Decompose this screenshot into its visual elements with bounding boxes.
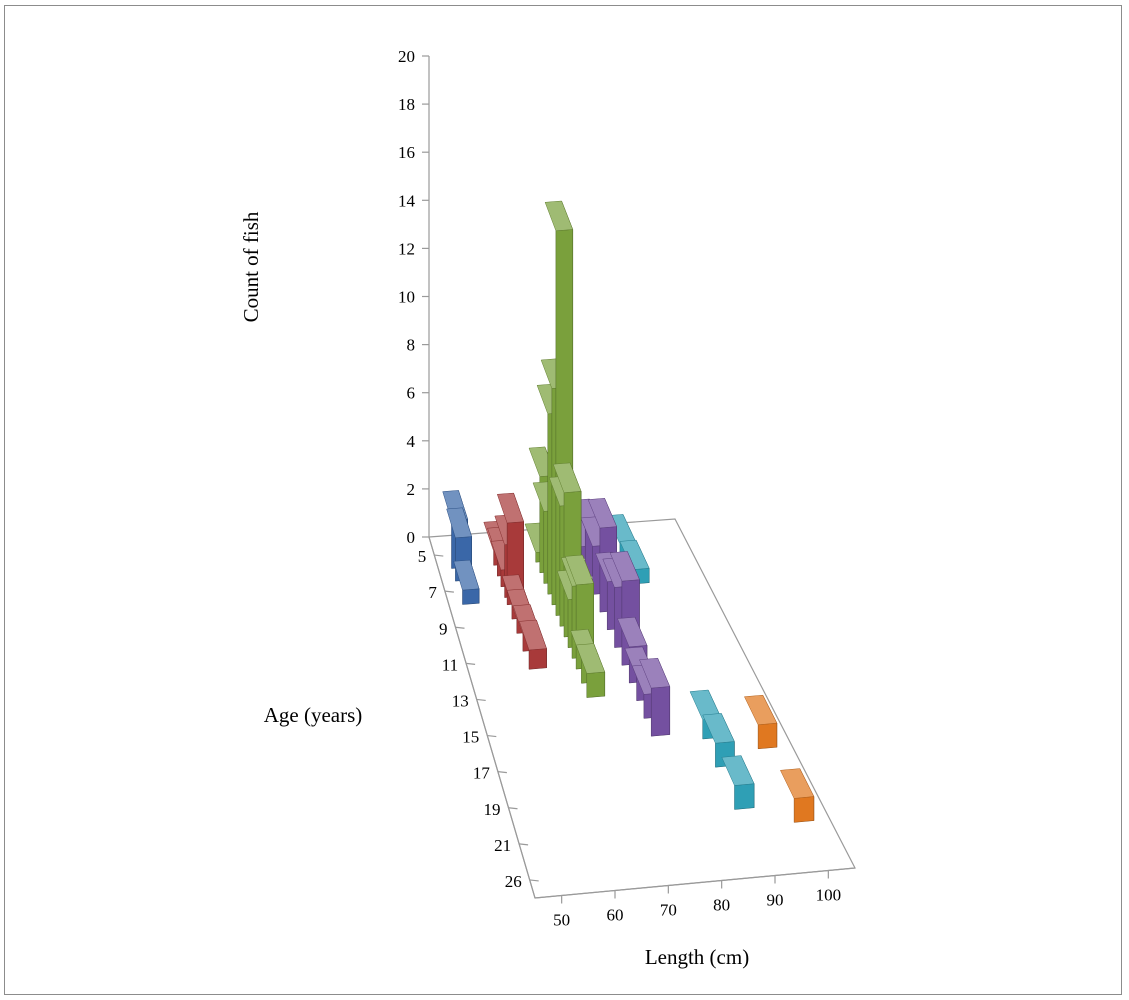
bar-top-face bbox=[446, 507, 473, 539]
bar-front-face bbox=[586, 671, 606, 698]
length-tick-label: 80 bbox=[713, 896, 730, 915]
age-tick-label: 19 bbox=[484, 800, 501, 819]
bar-top-face bbox=[518, 619, 547, 651]
bar-top-face bbox=[453, 559, 480, 591]
length-tick-label: 60 bbox=[607, 906, 624, 925]
age-tick-mark bbox=[476, 698, 486, 702]
age-tick-mark bbox=[508, 807, 518, 810]
bar-front-face bbox=[528, 648, 547, 670]
chart-axes bbox=[422, 55, 856, 904]
age-tick-label: 21 bbox=[494, 836, 511, 855]
chart-labels: Count of fish Age (years) Length (cm) 0 2… bbox=[239, 47, 841, 969]
age-tick-mark bbox=[487, 734, 497, 738]
z-tick-label: 20 bbox=[398, 47, 415, 66]
age-tick-label: 17 bbox=[473, 764, 491, 783]
z-axis-title: Count of fish bbox=[239, 211, 263, 322]
z-tick-label: 14 bbox=[398, 191, 416, 210]
bar-length-90 bbox=[721, 755, 755, 810]
y-axis-title: Age (years) bbox=[264, 703, 363, 727]
bar-front-face bbox=[734, 783, 755, 810]
bar-front-face bbox=[650, 686, 671, 737]
length-tick-label: 90 bbox=[767, 891, 784, 910]
bar-top-face bbox=[744, 694, 778, 726]
bar-length-60 bbox=[518, 619, 547, 670]
z-tick-label: 8 bbox=[407, 336, 416, 355]
length-tick-label: 100 bbox=[816, 886, 842, 905]
bar-length-80 bbox=[639, 657, 671, 737]
z-tick-label: 2 bbox=[407, 480, 416, 499]
chart-bars bbox=[442, 200, 815, 823]
z-tick-label: 10 bbox=[398, 288, 415, 307]
z-tick-label: 0 bbox=[407, 528, 416, 547]
age-tick-mark bbox=[519, 843, 529, 846]
x-axis-title: Length (cm) bbox=[645, 945, 749, 969]
length-axis-line bbox=[534, 867, 856, 899]
age-tick-label: 15 bbox=[462, 728, 479, 747]
bar-length-100 bbox=[744, 694, 778, 750]
z-tick-label: 12 bbox=[398, 239, 415, 258]
bar-top-face bbox=[721, 755, 755, 786]
bar-top-face bbox=[564, 554, 595, 586]
age-tick-label: 5 bbox=[418, 547, 427, 566]
z-tick-label: 16 bbox=[398, 143, 415, 162]
chart-frame: Count of fish Age (years) Length (cm) 0 2… bbox=[4, 5, 1122, 995]
chart-canvas: Count of fish Age (years) Length (cm) 0 2… bbox=[239, 47, 856, 969]
z-tick-label: 4 bbox=[407, 432, 416, 451]
bar-top-face bbox=[575, 643, 606, 674]
age-tick-label: 26 bbox=[505, 872, 522, 891]
bar-front-face bbox=[462, 588, 480, 605]
bar-top-face bbox=[552, 462, 582, 493]
z-tick-label: 6 bbox=[407, 384, 416, 403]
length-tick-label: 50 bbox=[553, 911, 570, 930]
age-tick-mark bbox=[466, 662, 476, 665]
bar-front-face bbox=[757, 722, 778, 750]
bar-top-face bbox=[639, 657, 671, 689]
age-tick-mark bbox=[497, 771, 507, 774]
z-tick-label: 18 bbox=[398, 95, 415, 114]
bar-front-face bbox=[793, 796, 815, 823]
bar-top-face bbox=[619, 539, 650, 570]
age-tick-label: 9 bbox=[439, 619, 448, 638]
bar-top-face bbox=[496, 492, 525, 524]
age-tick-label: 11 bbox=[442, 655, 458, 674]
bar-top-face bbox=[702, 713, 735, 744]
bar-top-face bbox=[617, 616, 648, 648]
bar-top-face bbox=[544, 200, 574, 232]
age-tick-label: 7 bbox=[428, 583, 437, 602]
bar-length-100 bbox=[780, 768, 815, 823]
age-tick-label: 13 bbox=[452, 691, 469, 710]
age-tick-mark bbox=[434, 554, 444, 557]
age-tick-mark bbox=[455, 626, 465, 629]
age-tick-mark bbox=[529, 879, 539, 882]
bar-top-face bbox=[609, 551, 640, 582]
bar-top-face bbox=[587, 498, 618, 529]
length-tick-label: 70 bbox=[660, 901, 677, 920]
bar-length-70 bbox=[575, 643, 606, 698]
age-axis-line bbox=[428, 536, 536, 899]
age-tick-mark bbox=[444, 590, 454, 593]
bar-length-50 bbox=[453, 559, 480, 605]
bar-top-face bbox=[780, 768, 815, 799]
